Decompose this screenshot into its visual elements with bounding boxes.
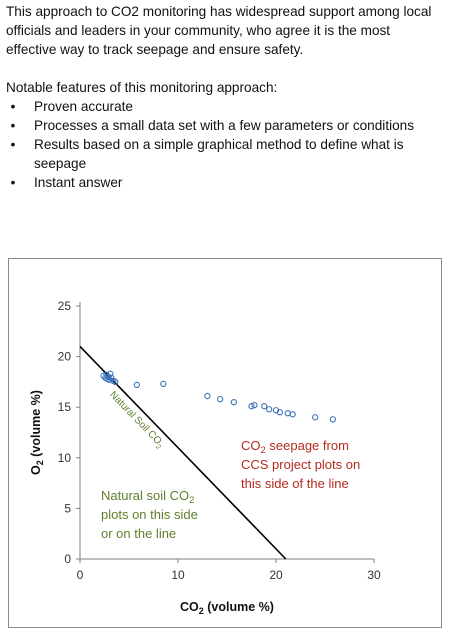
x-tick-label: 10 xyxy=(171,568,185,582)
data-point xyxy=(133,381,140,389)
feature-text: Results based on a simple graphical meth… xyxy=(34,137,404,171)
chart-canvas: 0 5 10 15 20 25 0 10 20 30 CO2 (volume %) O2 (volum… xyxy=(29,299,381,616)
y-tick-label: 0 xyxy=(64,552,71,566)
bullet-icon: • xyxy=(10,98,16,114)
data-point xyxy=(112,378,119,386)
intro-paragraph: This approach to CO2 monitoring has wide… xyxy=(6,4,432,57)
bullet-icon: • xyxy=(10,117,16,133)
feature-text: Proven accurate xyxy=(34,99,133,114)
natural-soil-line-label: Natural Soil CO2 xyxy=(106,389,166,451)
feature-item: • Results based on a simple graphical me… xyxy=(6,135,444,173)
natural-soil-annotation: Natural soil CO2 xyxy=(101,488,194,506)
scatter-chart: 0 5 10 15 20 25 0 10 20 30 CO2 (volume %) O2 (volum… xyxy=(8,258,442,628)
data-point xyxy=(261,403,268,410)
data-point xyxy=(312,414,319,421)
data-point xyxy=(216,395,224,403)
bullet-icon: • xyxy=(10,136,16,152)
data-point xyxy=(251,402,258,409)
feature-text: Processes a small data set with a few pa… xyxy=(34,118,415,133)
feature-text: Instant answer xyxy=(34,175,123,190)
x-tick-label: 20 xyxy=(269,568,283,582)
y-axis-label: O2 (volume %) xyxy=(29,390,45,475)
features-list: • Proven accurate • Processes a small da… xyxy=(6,97,444,192)
y-tick-label: 5 xyxy=(64,501,71,515)
data-point xyxy=(230,398,238,406)
x-tick-label: 30 xyxy=(367,568,381,582)
feature-item: • Instant answer xyxy=(6,173,444,192)
data-point xyxy=(204,392,211,400)
feature-item: • Processes a small data set with a few … xyxy=(6,116,444,135)
intro-text: This approach to CO2 monitoring has wide… xyxy=(6,2,444,192)
y-tick-label: 20 xyxy=(58,350,72,364)
natural-soil-line xyxy=(79,345,287,560)
feature-item: • Proven accurate xyxy=(6,97,444,116)
seepage-annotation: CCS project plots on xyxy=(241,457,360,472)
data-point xyxy=(284,410,291,417)
data-point xyxy=(329,416,336,423)
seepage-annotation: CO2 seepage from xyxy=(241,438,349,456)
x-tick-label: 0 xyxy=(77,568,84,582)
y-tick-label: 10 xyxy=(58,451,72,465)
seepage-annotation: this side of the line xyxy=(241,476,349,491)
natural-soil-annotation: plots on this side xyxy=(101,507,198,522)
data-point xyxy=(160,380,167,388)
data-point xyxy=(265,406,273,413)
y-tick-label: 15 xyxy=(58,400,72,414)
data-point xyxy=(289,411,296,418)
data-point xyxy=(248,403,255,410)
y-tick-label: 25 xyxy=(58,299,72,313)
data-point xyxy=(276,409,284,416)
bullet-icon: • xyxy=(10,174,16,190)
features-heading: Notable features of this monitoring appr… xyxy=(6,80,278,95)
x-axis-label: CO2 (volume %) xyxy=(180,600,274,616)
natural-soil-annotation: or on the line xyxy=(101,526,176,541)
data-point xyxy=(107,370,114,377)
